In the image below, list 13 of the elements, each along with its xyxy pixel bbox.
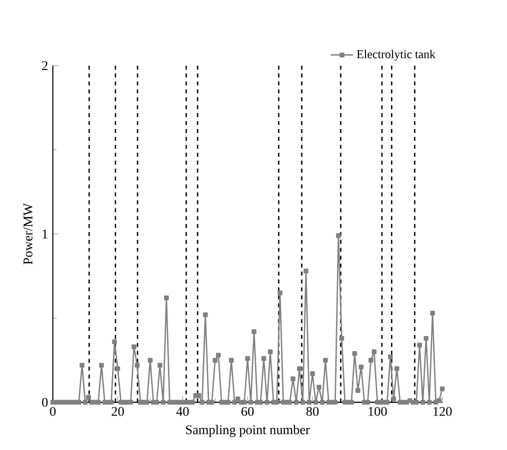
legend-label: Electrolytic tank bbox=[356, 50, 436, 61]
x-tick-label: 120 bbox=[434, 407, 452, 416]
x-tick-label: 20 bbox=[112, 407, 124, 416]
x-tick-label: 0 bbox=[50, 407, 56, 416]
y-axis-title: Power/MW bbox=[24, 203, 32, 264]
x-tick-label: 60 bbox=[242, 407, 254, 416]
x-axis-title: Sampling point number bbox=[186, 425, 310, 438]
x-tick-label: 100 bbox=[368, 407, 387, 416]
y-tick-label: 0 bbox=[42, 398, 48, 407]
x-tick-label: 40 bbox=[176, 407, 189, 416]
x-tick-label: 80 bbox=[306, 407, 319, 416]
y-tick-label: 2 bbox=[42, 61, 48, 70]
y-tick-label: 1 bbox=[42, 230, 48, 238]
